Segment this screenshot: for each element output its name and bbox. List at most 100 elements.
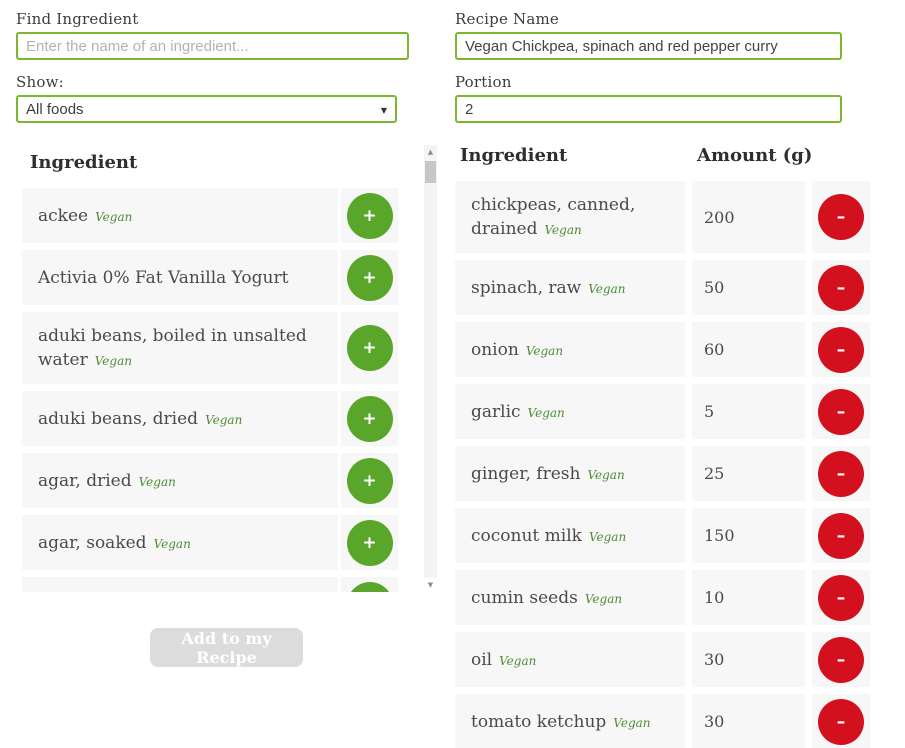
ingredient-name: spinach, raw Vegan xyxy=(471,277,626,298)
ingredient-name-cell: spinach, raw Vegan xyxy=(455,260,685,315)
recipe-name-label: Recipe Name xyxy=(455,10,559,28)
ingredient-name: aduki beans, boiled in unsalted water Veg… xyxy=(38,326,307,370)
ingredient-name: oil Vegan xyxy=(471,649,537,670)
portion-input[interactable] xyxy=(455,95,842,123)
ingredient-name-cell: agar, dried Vegan xyxy=(22,453,338,508)
minus-button-cell: – xyxy=(812,322,870,377)
recipe-table-row: oil Vegan 30– xyxy=(455,632,875,687)
ingredient-list-row: agar, soaked Vegan + xyxy=(22,515,398,570)
amount-cell: 30 xyxy=(692,632,805,687)
ingredient-name: ginger, fresh Vegan xyxy=(471,463,625,484)
scrollbar-thumb[interactable] xyxy=(425,161,436,183)
minus-button-cell: – xyxy=(812,446,870,501)
ingredient-list-row: Activia 0% Fat Vanilla Yogurt + xyxy=(22,250,398,305)
ingredient-name: tomato ketchup Vegan xyxy=(471,711,651,732)
minus-button-cell: – xyxy=(812,508,870,563)
recipe-table-row: tomato ketchup Vegan 30– xyxy=(455,694,875,748)
add-ingredient-button[interactable]: + xyxy=(346,457,393,504)
vegan-tag: Vegan xyxy=(587,467,625,482)
recipe-table-row: cumin seeds Vegan 10– xyxy=(455,570,875,625)
ingredient-name: coconut milk Vegan xyxy=(471,525,627,546)
vegan-tag: Vegan xyxy=(205,412,243,427)
minus-button-cell: – xyxy=(812,260,870,315)
add-ingredient-button[interactable]: + xyxy=(346,395,393,442)
vegan-tag: Vegan xyxy=(613,715,651,730)
ingredient-list-row: aduki beans, dried Vegan + xyxy=(22,391,398,446)
ingredient-name-cell: aduki beans, dried Vegan xyxy=(22,391,338,446)
plus-button-cell: + xyxy=(341,453,398,508)
ingredient-name: agar, soaked Vegan xyxy=(38,532,191,553)
ingredient-search-input[interactable] xyxy=(16,32,409,60)
vegan-tag: Vegan xyxy=(525,343,564,358)
ingredient-name: chickpeas, canned, drained Vegan xyxy=(471,195,636,239)
ingredient-name-cell: Activia 0% Fat Vanilla Yogurt xyxy=(22,250,338,305)
vegan-tag: Vegan xyxy=(94,354,132,368)
ingredient-name: agar, dried Vegan xyxy=(38,470,176,491)
ingredient-name-cell: coconut milk Vegan xyxy=(455,508,685,563)
ingredient-name-cell: garlic Vegan xyxy=(455,384,685,439)
ingredient-list-row: agar, dried Vegan + xyxy=(22,453,398,508)
ingredient-list-row: aduki beans, boiled in unsalted water Veg… xyxy=(22,312,398,384)
recipe-name-input[interactable] xyxy=(455,32,842,60)
remove-ingredient-button[interactable]: – xyxy=(818,512,864,559)
minus-button-cell: – xyxy=(812,570,870,625)
vegan-tag: Vegan xyxy=(95,209,133,224)
amount-cell: 150 xyxy=(692,508,805,563)
vegan-tag: Vegan xyxy=(588,529,627,544)
recipe-ingredient-column-header: Ingredient xyxy=(460,145,568,166)
add-ingredient-button[interactable]: + xyxy=(346,325,393,371)
plus-button-cell: + xyxy=(341,188,398,243)
ingredient-list-header: Ingredient xyxy=(30,152,138,173)
plus-button-cell: + xyxy=(341,391,398,446)
remove-ingredient-button[interactable]: – xyxy=(818,388,864,435)
ingredient-name-cell: ginger, fresh Vegan xyxy=(455,446,685,501)
add-ingredient-button[interactable]: + xyxy=(346,519,393,566)
minus-button-cell: – xyxy=(812,694,870,748)
vegan-tag: Vegan xyxy=(584,591,623,606)
remove-ingredient-button[interactable]: – xyxy=(818,264,864,311)
add-ingredient-button[interactable]: + xyxy=(346,581,393,592)
recipe-table-row: ginger, fresh Vegan 25– xyxy=(455,446,875,501)
remove-ingredient-button[interactable]: – xyxy=(818,698,864,745)
vegan-tag: Vegan xyxy=(527,405,565,420)
vegan-tag: Vegan xyxy=(153,536,191,551)
ingredient-name-cell: aduki beans, boiled in unsalted water Veg… xyxy=(22,312,338,384)
amount-cell: 50 xyxy=(692,260,805,315)
scrollbar-down-arrow-icon[interactable]: ▼ xyxy=(424,578,437,592)
remove-ingredient-button[interactable]: – xyxy=(818,194,864,240)
amount-cell: 25 xyxy=(692,446,805,501)
find-ingredient-label: Find Ingredient xyxy=(16,10,139,28)
food-filter-select-wrap: All foods ▼ xyxy=(16,95,397,123)
plus-button-cell: + xyxy=(341,250,398,305)
recipe-table-row: coconut milk Vegan 150– xyxy=(455,508,875,563)
show-label: Show: xyxy=(16,73,64,91)
food-filter-select[interactable]: All foods xyxy=(18,97,395,121)
add-ingredient-button[interactable]: + xyxy=(346,254,393,301)
ingredient-name: garlic Vegan xyxy=(471,401,565,422)
scrollbar-up-arrow-icon[interactable]: ▲ xyxy=(424,145,437,159)
minus-button-cell: – xyxy=(812,632,870,687)
add-ingredient-button[interactable]: + xyxy=(346,192,393,239)
remove-ingredient-button[interactable]: – xyxy=(818,326,864,373)
add-to-my-recipe-button[interactable]: Add to my Recipe xyxy=(150,628,303,667)
remove-ingredient-button[interactable]: – xyxy=(818,636,864,683)
plus-button-cell: + xyxy=(341,515,398,570)
minus-button-cell: – xyxy=(812,181,870,253)
ingredient-name-cell: tomato ketchup Vegan xyxy=(455,694,685,748)
list-scrollbar[interactable]: ▲ ▼ xyxy=(424,145,437,592)
amount-cell: 5 xyxy=(692,384,805,439)
ingredient-name: cumin seeds Vegan xyxy=(471,587,623,608)
remove-ingredient-button[interactable]: – xyxy=(818,574,864,621)
ingredient-name-cell xyxy=(22,577,338,592)
ingredient-name: onion Vegan xyxy=(471,339,564,360)
plus-button-cell: + xyxy=(341,577,398,592)
ingredient-list-row: + xyxy=(22,577,398,592)
recipe-table-row: onion Vegan 60– xyxy=(455,322,875,377)
ingredient-name: ackee Vegan xyxy=(38,205,133,226)
amount-cell: 200 xyxy=(692,181,805,253)
remove-ingredient-button[interactable]: – xyxy=(818,450,864,497)
vegan-tag: Vegan xyxy=(544,223,582,237)
recipe-amount-column-header: Amount (g) xyxy=(697,145,813,166)
recipe-table-row: chickpeas, canned, drained Vegan 200– xyxy=(455,181,875,253)
